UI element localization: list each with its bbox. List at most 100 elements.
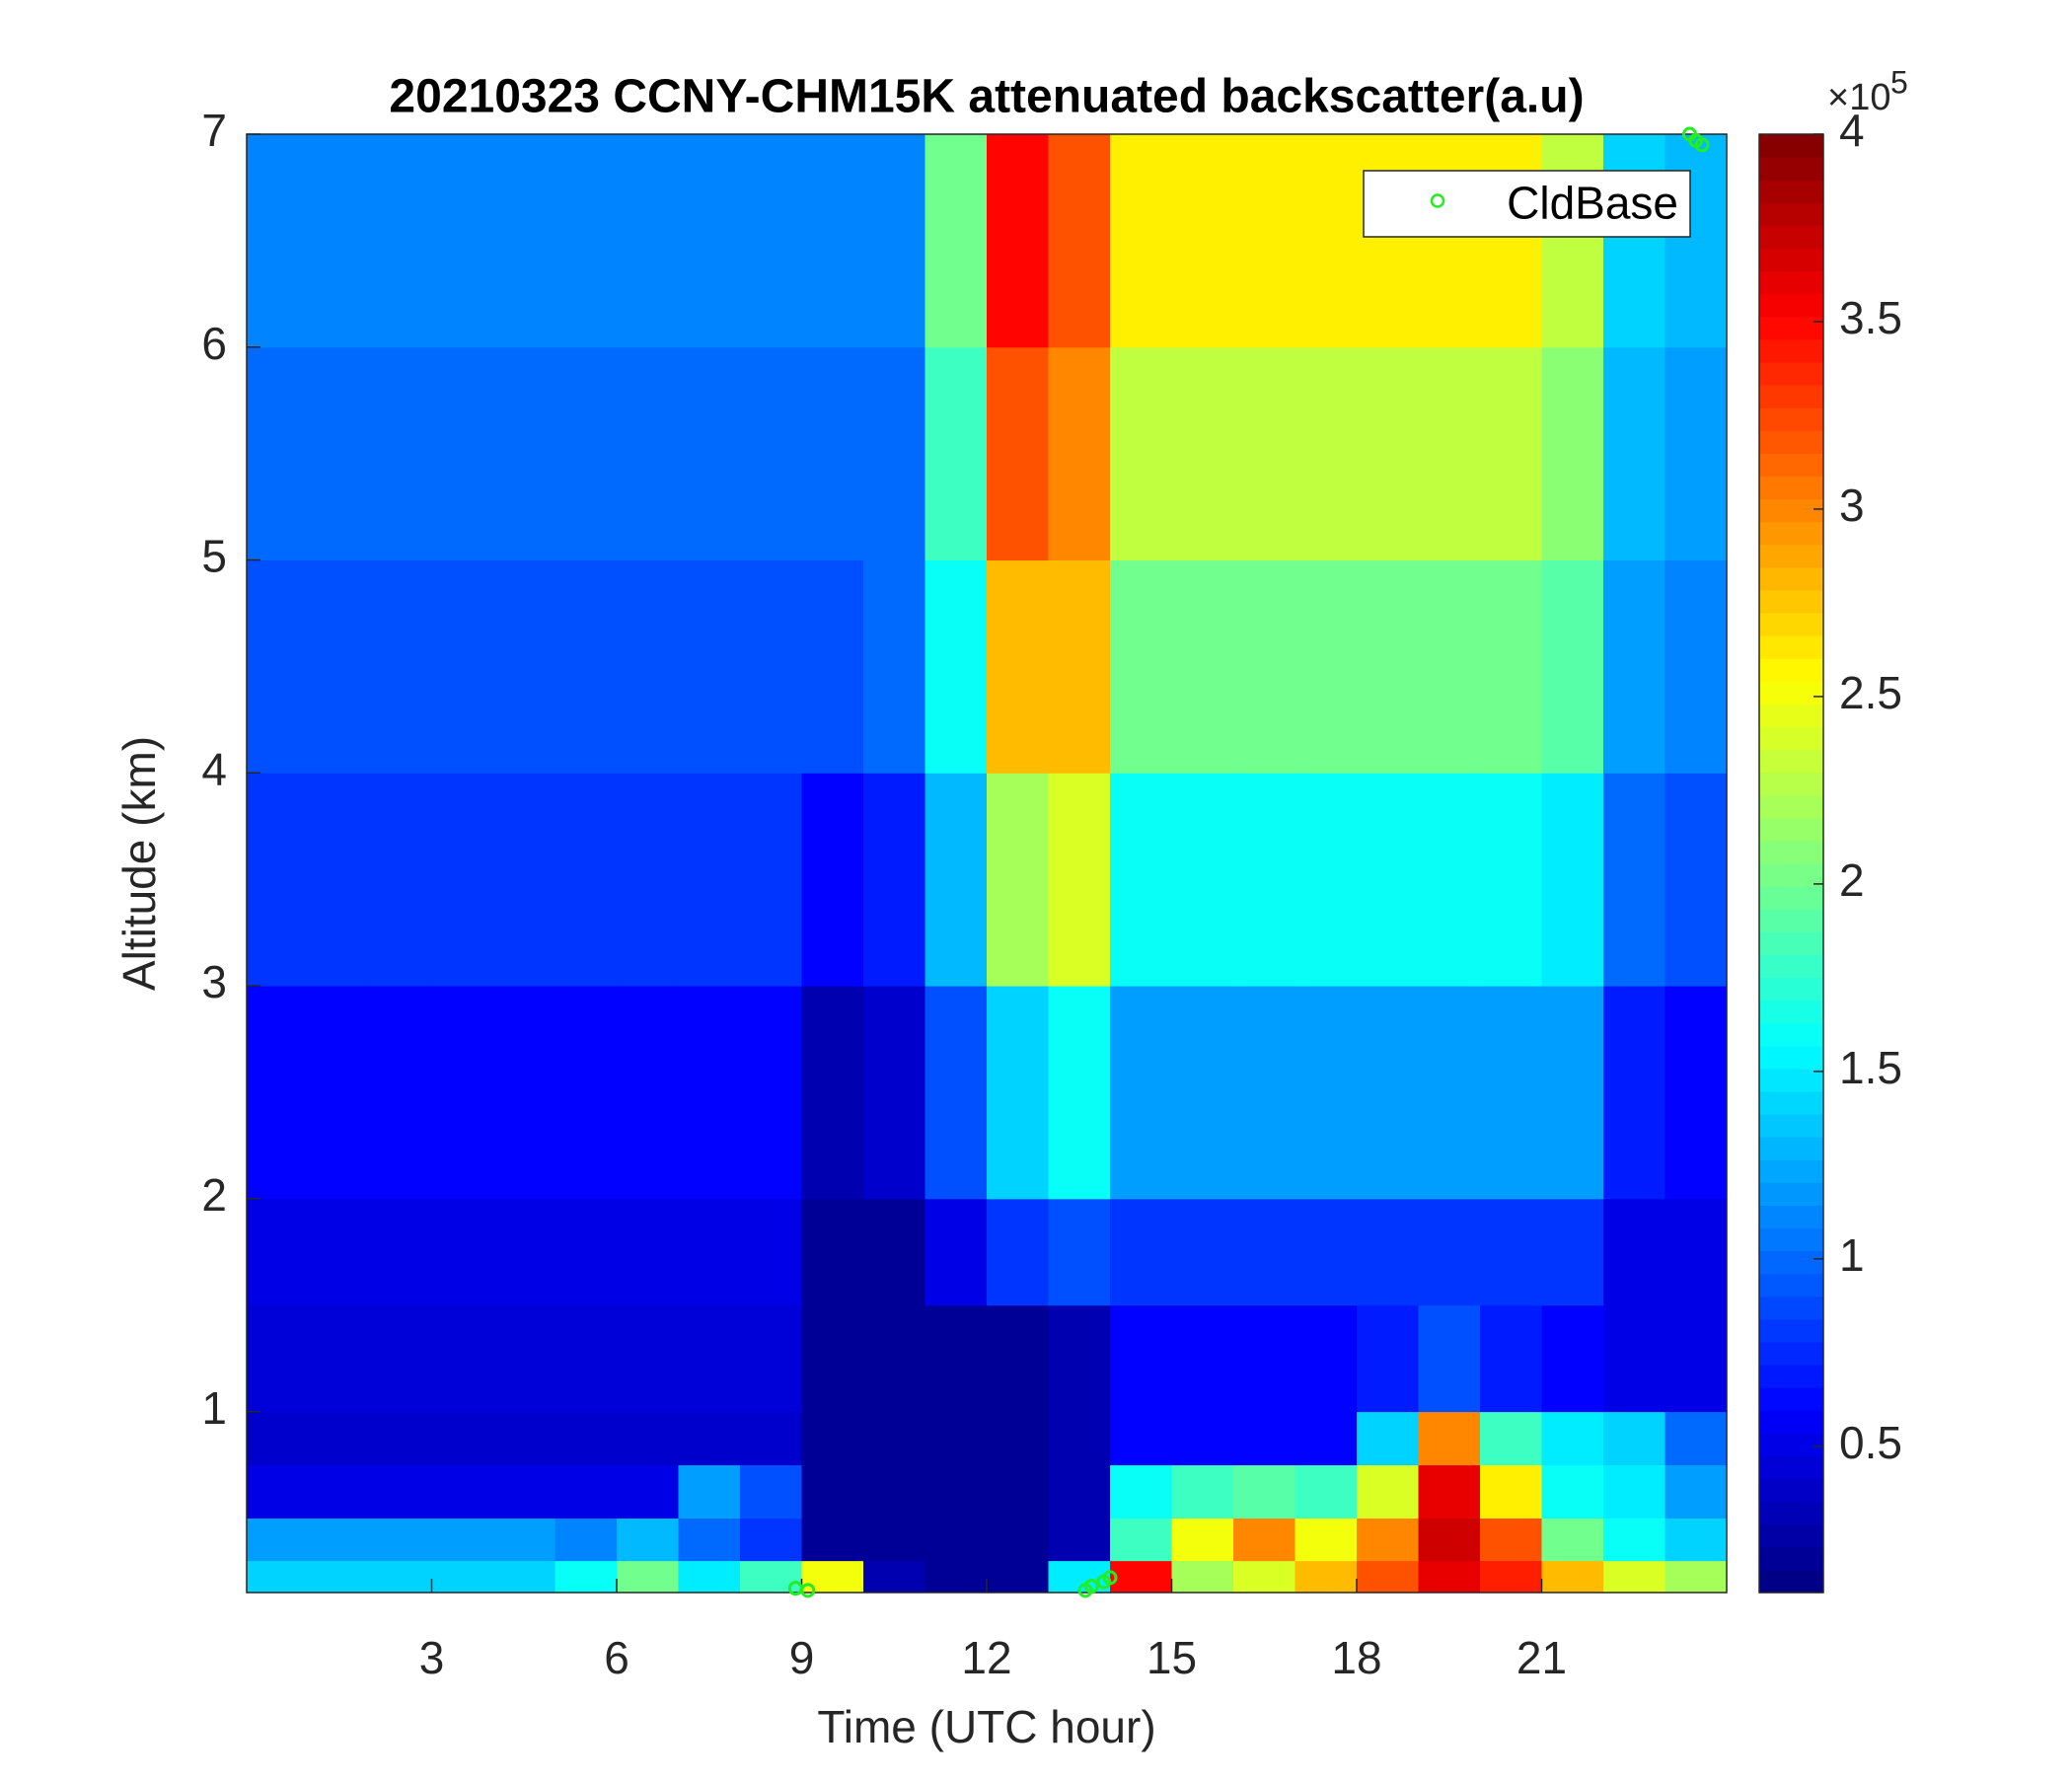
heatmap-cell (617, 1518, 679, 1562)
colorbar-step (1759, 931, 1823, 955)
heatmap-cell (1665, 986, 1728, 1200)
heatmap-cell (555, 1518, 618, 1562)
heatmap-cell (308, 1198, 371, 1306)
heatmap-cell (863, 134, 925, 348)
heatmap-cell (370, 1560, 432, 1594)
heatmap-cell (370, 1464, 432, 1519)
heatmap-cell (925, 773, 988, 987)
heatmap-cell (431, 1518, 494, 1562)
heatmap-cell (863, 559, 925, 774)
heatmap-cell (801, 986, 864, 1200)
heatmap-cell (1603, 1411, 1665, 1466)
heatmap-cell (1171, 1304, 1234, 1413)
heatmap-cell (1480, 1464, 1542, 1519)
heatmap-cell (1295, 986, 1358, 1200)
heatmap-cell (431, 134, 494, 348)
cloud-base-point (1102, 1570, 1118, 1586)
heatmap-cell (1541, 1464, 1604, 1519)
colorbar-exponent: 5 (1890, 64, 1908, 100)
heatmap-cell (1665, 1304, 1728, 1413)
heatmap-cell (555, 1411, 618, 1466)
heatmap-cell (617, 1304, 679, 1413)
heatmap-cell (678, 1560, 741, 1594)
heatmap-cell (1418, 986, 1481, 1200)
heatmap-cell (1233, 1411, 1295, 1466)
colorbar-step (1759, 1523, 1823, 1548)
heatmap-cell (801, 134, 864, 348)
heatmap-cell (801, 346, 864, 561)
heatmap-cell (1541, 1304, 1604, 1413)
heatmap-cell (493, 1518, 555, 1562)
heatmap-cell (617, 1560, 679, 1594)
colorbar-step (1759, 1000, 1823, 1024)
heatmap-cell (247, 559, 309, 774)
heatmap-cell (308, 1560, 371, 1594)
heatmap-cell (493, 1560, 555, 1594)
y-axis-label: Altitude (km) (113, 736, 165, 991)
heatmap-cell (1603, 134, 1665, 348)
heatmap-cell (370, 1198, 432, 1306)
heatmap-cell (555, 1304, 618, 1413)
heatmap-cell (1171, 986, 1234, 1200)
heatmap-cell (1233, 1304, 1295, 1413)
heatmap-cell (987, 1411, 1049, 1466)
heatmap-cell (247, 1464, 309, 1519)
colorbar-tick-label: 2.5 (1839, 667, 1902, 718)
heatmap-cell (1171, 1518, 1234, 1562)
colorbar-step (1759, 1022, 1823, 1047)
heatmap-cell (801, 1464, 864, 1519)
heatmap-cell (1480, 1411, 1542, 1466)
colorbar-step (1759, 566, 1823, 591)
heatmap-cell (740, 986, 802, 1200)
heatmap-cell (678, 986, 741, 1200)
colorbar-step (1759, 1501, 1823, 1525)
heatmap-cell (801, 1518, 864, 1562)
heatmap-cell (678, 1411, 741, 1466)
heatmap-cell (247, 1411, 309, 1466)
heatmap-cell (1418, 1560, 1481, 1594)
heatmap-cell (1418, 1411, 1481, 1466)
heatmap-cell (555, 134, 618, 348)
heatmap-cell (1171, 1198, 1234, 1306)
heatmap-cell (1110, 1304, 1172, 1413)
heatmap-cell (555, 559, 618, 774)
heatmap-cell (370, 1518, 432, 1562)
colorbar-step (1759, 1114, 1823, 1138)
heatmap-cell (370, 1411, 432, 1466)
heatmap-cell (493, 1304, 555, 1413)
heatmap-cell (247, 1198, 309, 1306)
heatmap-cell (617, 986, 679, 1200)
colorbar-step (1759, 772, 1823, 796)
heatmap-cell (1541, 346, 1604, 561)
y-tick-label: 6 (201, 318, 227, 369)
colorbar-tick-label: 0.5 (1839, 1417, 1902, 1468)
heatmap-cell (863, 1560, 925, 1594)
heatmap-cell (370, 346, 432, 561)
heatmap-cell (493, 559, 555, 774)
heatmap-cell (1233, 559, 1295, 774)
colorbar-step (1759, 408, 1823, 431)
y-tick-label: 3 (201, 956, 227, 1007)
heatmap-cell (1048, 1518, 1111, 1562)
heatmap-cell (617, 1464, 679, 1519)
heatmap-cell (1541, 986, 1604, 1200)
heatmap-cell (431, 986, 494, 1200)
colorbar-step (1759, 635, 1823, 659)
cloud-base-point (1694, 137, 1710, 153)
heatmap-cell (678, 1464, 741, 1519)
y-tick-label: 1 (201, 1382, 227, 1434)
heatmap-cell (1295, 1304, 1358, 1413)
heatmap-cell (863, 1198, 925, 1306)
heatmap-cell (1418, 1518, 1481, 1562)
x-tick-label: 6 (604, 1632, 629, 1683)
colorbar-step (1759, 157, 1823, 181)
colorbar-step (1759, 1090, 1823, 1115)
heatmap-cell (1233, 134, 1295, 348)
x-tick-label: 21 (1517, 1632, 1567, 1683)
heatmap-cell (740, 1304, 802, 1413)
heatmap-cell (1603, 1304, 1665, 1413)
heatmap-cell (1048, 1464, 1111, 1519)
heatmap-cell (1357, 134, 1419, 348)
colorbar-step (1759, 1045, 1823, 1070)
heatmap-cell (740, 1411, 802, 1466)
